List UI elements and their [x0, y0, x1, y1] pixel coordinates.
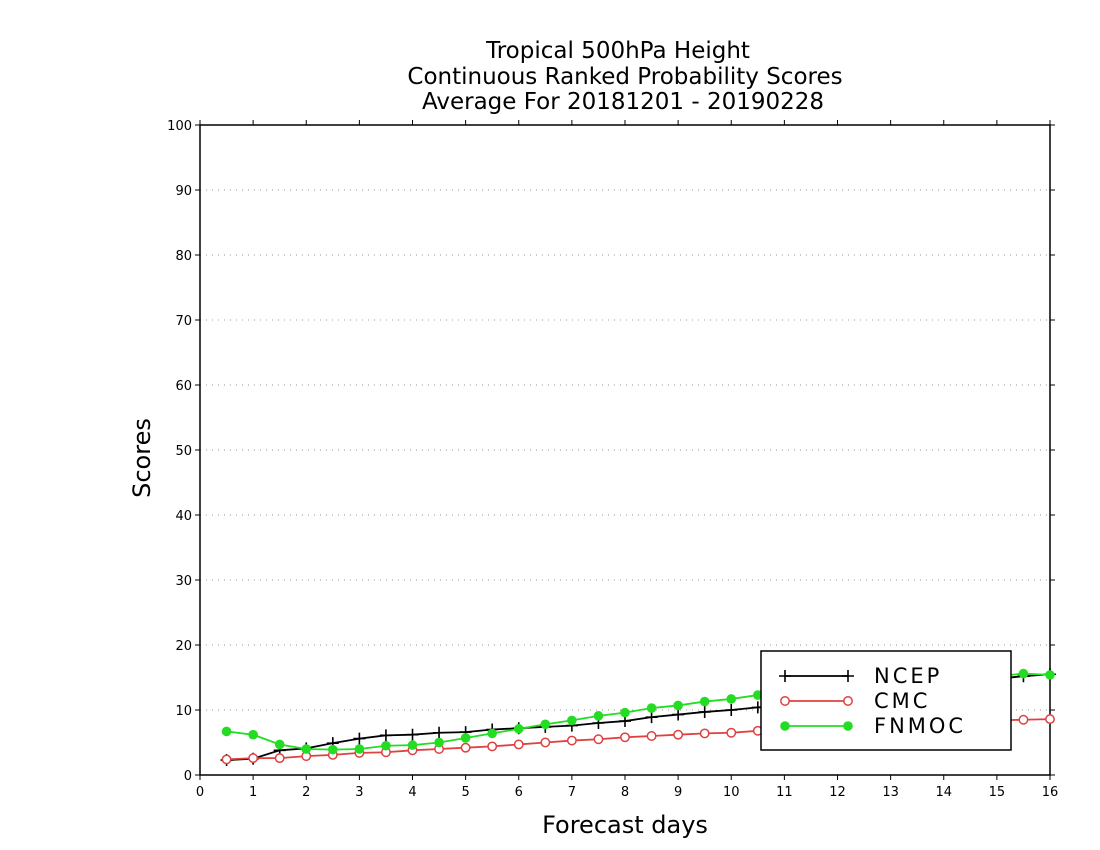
x-tick-label-5: 5	[461, 785, 469, 800]
point-fnmoc-30	[1018, 668, 1029, 679]
y-tick-label-40: 40	[175, 509, 192, 524]
point-ncep-8	[433, 726, 446, 739]
x-tick-label-0: 0	[196, 785, 204, 800]
x-tick-label-15: 15	[989, 785, 1006, 800]
y-tick-label-50: 50	[175, 444, 192, 459]
y-tick-label-60: 60	[175, 379, 192, 394]
x-tick-label-4: 4	[408, 785, 416, 800]
point-ncep-7	[406, 728, 419, 741]
point-cmc-2	[274, 753, 285, 764]
x-tick-label-3: 3	[355, 785, 363, 800]
legend-label-fnmoc: FNMOC	[874, 714, 966, 738]
point-fnmoc-8	[434, 737, 444, 748]
point-fnmoc-17	[673, 700, 683, 711]
point-fnmoc-18	[699, 696, 710, 707]
point-fnmoc-31	[1045, 670, 1055, 680]
y-tick-label-0: 0	[184, 769, 192, 784]
point-cmc-13	[566, 735, 577, 746]
point-cmc-15	[620, 732, 630, 743]
chart-title-line-2: Continuous Ranked Probability Scores	[407, 64, 842, 90]
point-ncep-17	[672, 708, 685, 721]
y-tick-label-90: 90	[175, 184, 192, 199]
point-cmc-19	[726, 727, 737, 738]
legend: NCEP CMC FNMOC	[760, 650, 1012, 751]
x-tick-label-13: 13	[882, 785, 899, 800]
point-fnmoc-20	[753, 690, 763, 700]
point-fnmoc-16	[646, 703, 657, 713]
point-fnmoc-14	[593, 711, 604, 721]
legend-marker-left-ncep	[779, 670, 791, 682]
point-fnmoc-11	[513, 724, 524, 734]
point-cmc-1	[248, 753, 259, 764]
point-cmc-12	[540, 737, 551, 748]
legend-samples	[779, 670, 854, 731]
point-fnmoc-10	[487, 728, 497, 739]
x-tick-label-2: 2	[302, 785, 310, 800]
point-fnmoc-7	[407, 740, 418, 750]
x-tick-label-11: 11	[776, 785, 793, 800]
legend-marker-right-cmc	[843, 696, 853, 706]
legend-marker-left-fnmoc	[780, 721, 790, 731]
y-axis-title: Scores	[128, 418, 156, 498]
point-fnmoc-3	[301, 744, 312, 754]
point-ncep-5	[353, 732, 366, 745]
y-tick-label-70: 70	[175, 314, 192, 329]
x-tick-label-10: 10	[723, 785, 740, 800]
point-ncep-19	[725, 704, 738, 716]
point-fnmoc-0	[221, 726, 232, 737]
x-axis-title: Forecast days	[542, 811, 708, 839]
point-fnmoc-1	[248, 729, 258, 740]
x-tick-label-8: 8	[621, 785, 629, 800]
chart-title-line-1: Tropical 500hPa Height	[485, 38, 750, 64]
point-cmc-31	[1045, 714, 1055, 725]
y-tick-label-30: 30	[175, 574, 192, 589]
x-tick-label-14: 14	[935, 785, 952, 800]
point-cmc-0	[221, 754, 232, 765]
legend-marker-right-fnmoc	[843, 721, 853, 731]
point-fnmoc-6	[381, 740, 391, 751]
x-tick-label-12: 12	[829, 785, 846, 800]
point-cmc-17	[673, 729, 684, 740]
point-fnmoc-13	[567, 715, 577, 726]
y-tick-label-20: 20	[175, 639, 192, 654]
point-cmc-14	[593, 734, 604, 745]
legend-marker-right-ncep	[842, 670, 854, 682]
point-fnmoc-2	[274, 739, 285, 750]
legend-marker-left-cmc	[780, 696, 790, 706]
x-tick-label-6: 6	[515, 785, 523, 800]
point-cmc-9	[460, 742, 471, 753]
gridlines	[200, 189, 1050, 711]
y-tick-label-10: 10	[175, 704, 192, 719]
x-tick-label-1: 1	[249, 785, 257, 800]
point-ncep-6	[379, 729, 392, 742]
x-tick-label-7: 7	[568, 785, 576, 800]
point-fnmoc-19	[726, 694, 737, 704]
point-cmc-18	[699, 728, 710, 739]
point-fnmoc-12	[540, 719, 551, 730]
point-cmc-10	[487, 741, 498, 752]
chart-title-line-3: Average For 20181201 - 20190228	[422, 89, 824, 115]
point-fnmoc-9	[460, 733, 471, 743]
point-fnmoc-5	[354, 744, 365, 754]
point-cmc-30	[1018, 714, 1029, 725]
legend-label-cmc: CMC	[874, 689, 930, 713]
point-fnmoc-15	[620, 707, 630, 718]
x-tick-label-16: 16	[1042, 785, 1059, 800]
legend-label-ncep: NCEP	[874, 664, 942, 688]
point-cmc-16	[646, 731, 657, 741]
y-tick-label-100: 100	[167, 119, 192, 134]
point-fnmoc-4	[328, 744, 338, 755]
point-ncep-18	[698, 705, 711, 718]
point-cmc-11	[513, 739, 524, 750]
point-ncep-16	[645, 711, 658, 724]
y-tick-label-80: 80	[175, 249, 192, 264]
x-tick-label-9: 9	[674, 785, 682, 800]
